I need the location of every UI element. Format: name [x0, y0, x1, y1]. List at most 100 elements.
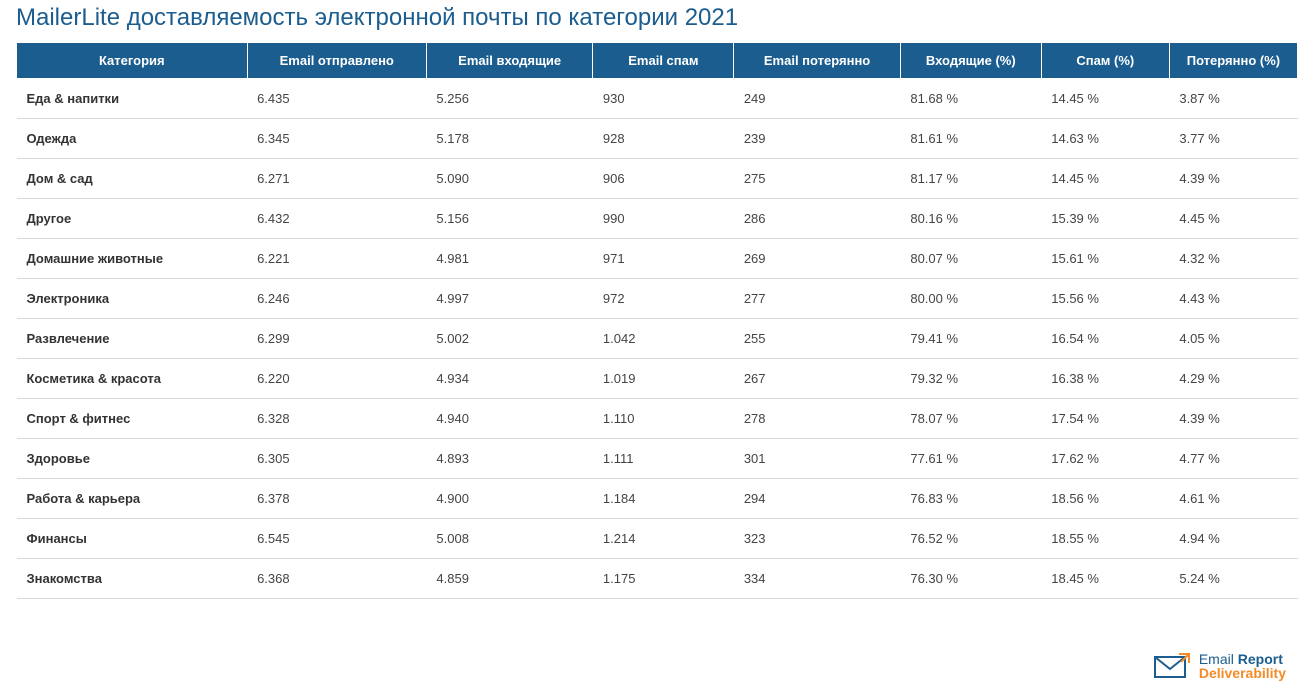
brand-logo: Email Report Deliverability	[1153, 651, 1286, 681]
table-header-cell: Категория	[17, 43, 248, 79]
category-cell: Знакомства	[17, 559, 248, 599]
table-row: Развлечение6.2995.0021.04225579.41 %16.5…	[17, 319, 1298, 359]
value-cell: 6.299	[247, 319, 426, 359]
value-cell: 6.368	[247, 559, 426, 599]
table-header-cell: Email потерянно	[734, 43, 901, 79]
value-cell: 4.43 %	[1169, 279, 1297, 319]
value-cell: 1.214	[593, 519, 734, 559]
table-row: Косметика & красота6.2204.9341.01926779.…	[17, 359, 1298, 399]
category-cell: Косметика & красота	[17, 359, 248, 399]
value-cell: 79.32 %	[900, 359, 1041, 399]
value-cell: 81.17 %	[900, 159, 1041, 199]
value-cell: 971	[593, 239, 734, 279]
table-row: Работа & карьера6.3784.9001.18429476.83 …	[17, 479, 1298, 519]
value-cell: 4.900	[426, 479, 593, 519]
category-cell: Работа & карьера	[17, 479, 248, 519]
page-title: MailerLite доставляемость электронной по…	[16, 0, 1298, 32]
value-cell: 4.77 %	[1169, 439, 1297, 479]
value-cell: 990	[593, 199, 734, 239]
table-header-row: КатегорияEmail отправленоEmail входящиеE…	[17, 43, 1298, 79]
value-cell: 3.77 %	[1169, 119, 1297, 159]
category-cell: Развлечение	[17, 319, 248, 359]
value-cell: 4.94 %	[1169, 519, 1297, 559]
value-cell: 5.002	[426, 319, 593, 359]
value-cell: 80.16 %	[900, 199, 1041, 239]
value-cell: 5.24 %	[1169, 559, 1297, 599]
value-cell: 79.41 %	[900, 319, 1041, 359]
table-row: Здоровье6.3054.8931.11130177.61 %17.62 %…	[17, 439, 1298, 479]
value-cell: 6.271	[247, 159, 426, 199]
value-cell: 16.38 %	[1041, 359, 1169, 399]
value-cell: 4.934	[426, 359, 593, 399]
category-cell: Одежда	[17, 119, 248, 159]
value-cell: 4.32 %	[1169, 239, 1297, 279]
value-cell: 928	[593, 119, 734, 159]
value-cell: 18.45 %	[1041, 559, 1169, 599]
value-cell: 76.52 %	[900, 519, 1041, 559]
table-header-cell: Входящие (%)	[900, 43, 1041, 79]
value-cell: 278	[734, 399, 901, 439]
value-cell: 76.30 %	[900, 559, 1041, 599]
value-cell: 18.55 %	[1041, 519, 1169, 559]
value-cell: 81.61 %	[900, 119, 1041, 159]
value-cell: 15.56 %	[1041, 279, 1169, 319]
value-cell: 275	[734, 159, 901, 199]
value-cell: 6.305	[247, 439, 426, 479]
value-cell: 3.87 %	[1169, 79, 1297, 119]
category-cell: Дом & сад	[17, 159, 248, 199]
value-cell: 4.893	[426, 439, 593, 479]
value-cell: 255	[734, 319, 901, 359]
value-cell: 930	[593, 79, 734, 119]
value-cell: 1.175	[593, 559, 734, 599]
value-cell: 4.45 %	[1169, 199, 1297, 239]
value-cell: 5.256	[426, 79, 593, 119]
value-cell: 5.008	[426, 519, 593, 559]
value-cell: 1.110	[593, 399, 734, 439]
table-row: Финансы6.5455.0081.21432376.52 %18.55 %4…	[17, 519, 1298, 559]
category-cell: Спорт & фитнес	[17, 399, 248, 439]
value-cell: 5.178	[426, 119, 593, 159]
table-header-cell: Спам (%)	[1041, 43, 1169, 79]
value-cell: 4.29 %	[1169, 359, 1297, 399]
value-cell: 6.328	[247, 399, 426, 439]
value-cell: 4.940	[426, 399, 593, 439]
value-cell: 80.07 %	[900, 239, 1041, 279]
value-cell: 4.05 %	[1169, 319, 1297, 359]
value-cell: 16.54 %	[1041, 319, 1169, 359]
table-row: Дом & сад6.2715.09090627581.17 %14.45 %4…	[17, 159, 1298, 199]
value-cell: 17.62 %	[1041, 439, 1169, 479]
value-cell: 1.184	[593, 479, 734, 519]
brand-line2: Deliverability	[1199, 666, 1286, 680]
value-cell: 15.61 %	[1041, 239, 1169, 279]
value-cell: 4.61 %	[1169, 479, 1297, 519]
value-cell: 294	[734, 479, 901, 519]
value-cell: 239	[734, 119, 901, 159]
table-header-cell: Email отправлено	[247, 43, 426, 79]
category-cell: Другое	[17, 199, 248, 239]
table-row: Еда & напитки6.4355.25693024981.68 %14.4…	[17, 79, 1298, 119]
category-cell: Электроника	[17, 279, 248, 319]
value-cell: 4.981	[426, 239, 593, 279]
envelope-icon	[1153, 651, 1191, 681]
value-cell: 4.39 %	[1169, 399, 1297, 439]
table-row: Домашние животные6.2214.98197126980.07 %…	[17, 239, 1298, 279]
value-cell: 80.00 %	[900, 279, 1041, 319]
category-cell: Здоровье	[17, 439, 248, 479]
value-cell: 15.39 %	[1041, 199, 1169, 239]
table-header-cell: Потерянно (%)	[1169, 43, 1297, 79]
deliverability-table: КатегорияEmail отправленоEmail входящиеE…	[16, 42, 1298, 599]
table-row: Электроника6.2464.99797227780.00 %15.56 …	[17, 279, 1298, 319]
value-cell: 5.156	[426, 199, 593, 239]
value-cell: 334	[734, 559, 901, 599]
value-cell: 906	[593, 159, 734, 199]
brand-text: Email Report Deliverability	[1199, 652, 1286, 680]
table-row: Другое6.4325.15699028680.16 %15.39 %4.45…	[17, 199, 1298, 239]
value-cell: 5.090	[426, 159, 593, 199]
value-cell: 1.111	[593, 439, 734, 479]
value-cell: 6.246	[247, 279, 426, 319]
category-cell: Еда & напитки	[17, 79, 248, 119]
value-cell: 18.56 %	[1041, 479, 1169, 519]
value-cell: 81.68 %	[900, 79, 1041, 119]
value-cell: 17.54 %	[1041, 399, 1169, 439]
value-cell: 6.221	[247, 239, 426, 279]
